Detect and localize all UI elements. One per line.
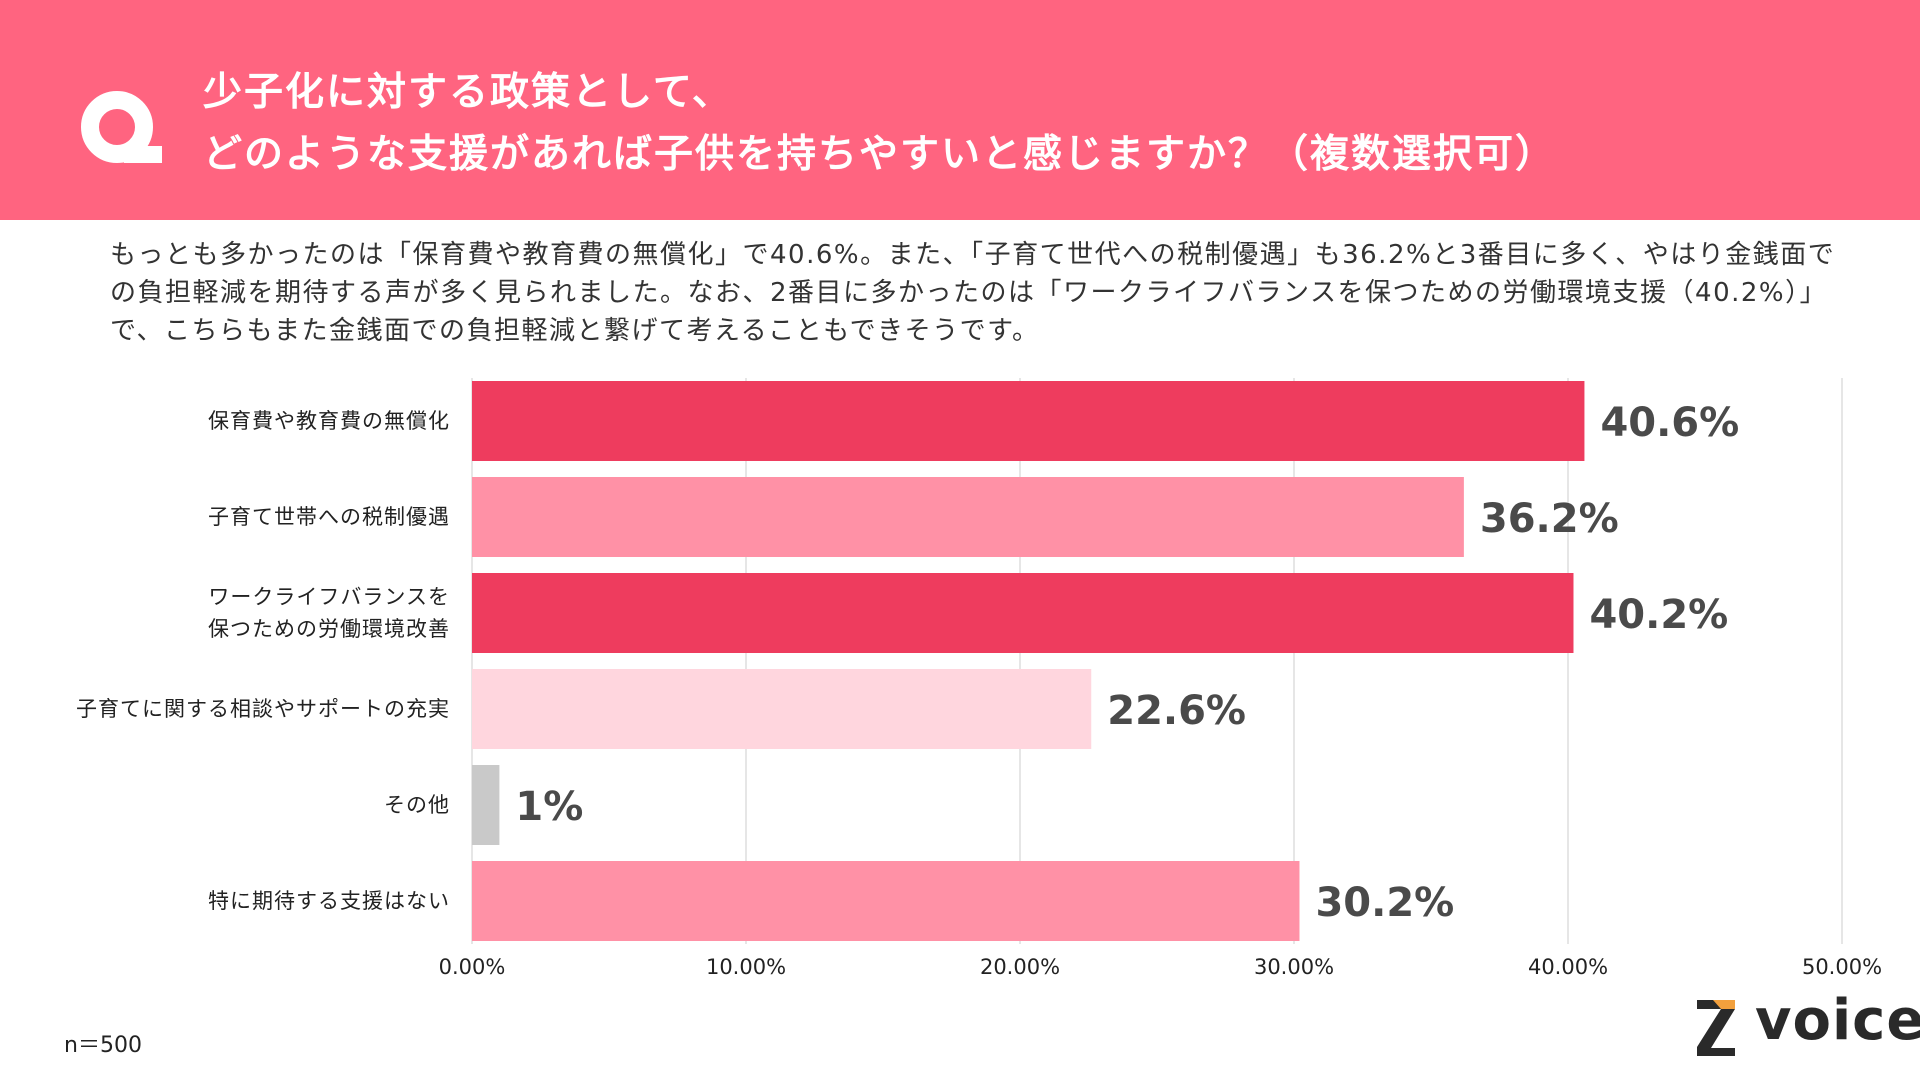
value-label: 36.2% <box>1480 496 1619 542</box>
header-banner: 少子化に対する政策として、 どのような支援があれば子供を持ちやすいと感じますか？… <box>0 0 1920 220</box>
summary-text: もっとも多かったのは「保育費や教育費の無償化」で40.6%。また、「子育て世代へ… <box>110 240 1836 346</box>
bar <box>472 861 1300 941</box>
x-tick-label: 0.00% <box>439 955 506 979</box>
bar <box>472 381 1585 461</box>
value-label: 40.6% <box>1600 400 1739 446</box>
sample-size: n＝500 <box>64 1033 142 1058</box>
x-tick-label: 40.00% <box>1528 955 1608 979</box>
q-icon <box>81 91 162 163</box>
logo-text: voice <box>1755 988 1920 1053</box>
category-label: ワークライフバランスを 保つための労働環境改善 <box>208 585 450 641</box>
bar <box>472 477 1464 557</box>
category-label: 子育てに関する相談やサポートの充実 <box>76 697 450 721</box>
x-tick-label: 10.00% <box>706 955 786 979</box>
voice-logo: voice <box>1693 988 1920 1062</box>
x-tick-label: 30.00% <box>1254 955 1334 979</box>
category-label: 保育費や教育費の無償化 <box>208 409 450 433</box>
bar <box>472 765 500 845</box>
page-title: 少子化に対する政策として、 どのような支援があれば子供を持ちやすいと感じますか？… <box>203 70 1557 177</box>
value-label: 1% <box>515 784 583 830</box>
bar <box>472 573 1574 653</box>
category-label: 子育て世帯への税制優遇 <box>208 505 450 529</box>
z-logo-icon <box>1697 1000 1735 1056</box>
x-tick-label: 20.00% <box>980 955 1060 979</box>
category-label: その他 <box>384 793 450 817</box>
value-label: 30.2% <box>1315 880 1454 926</box>
bar <box>472 669 1092 749</box>
category-label: 特に期待する支援はない <box>208 889 450 913</box>
value-label: 40.2% <box>1589 592 1728 638</box>
value-label: 22.6% <box>1107 688 1246 734</box>
x-tick-label: 50.00% <box>1802 955 1882 979</box>
